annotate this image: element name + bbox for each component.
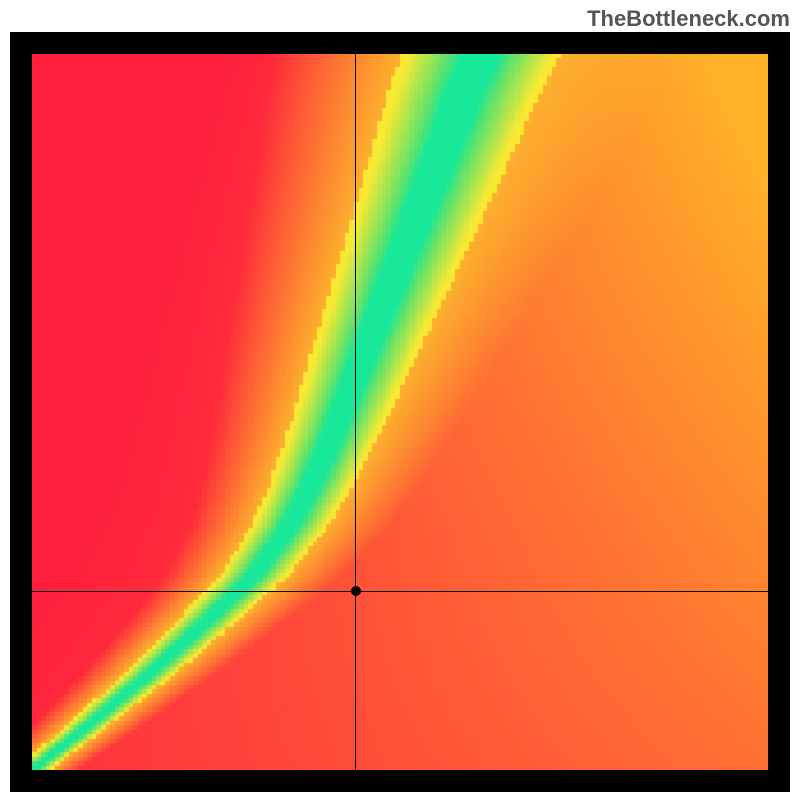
chart-container: TheBottleneck.com [0,0,800,800]
watermark-text: TheBottleneck.com [587,6,790,32]
heatmap-canvas [32,54,768,770]
crosshair-horizontal [32,591,768,592]
crosshair-marker [351,586,361,596]
crosshair-vertical [355,54,356,770]
